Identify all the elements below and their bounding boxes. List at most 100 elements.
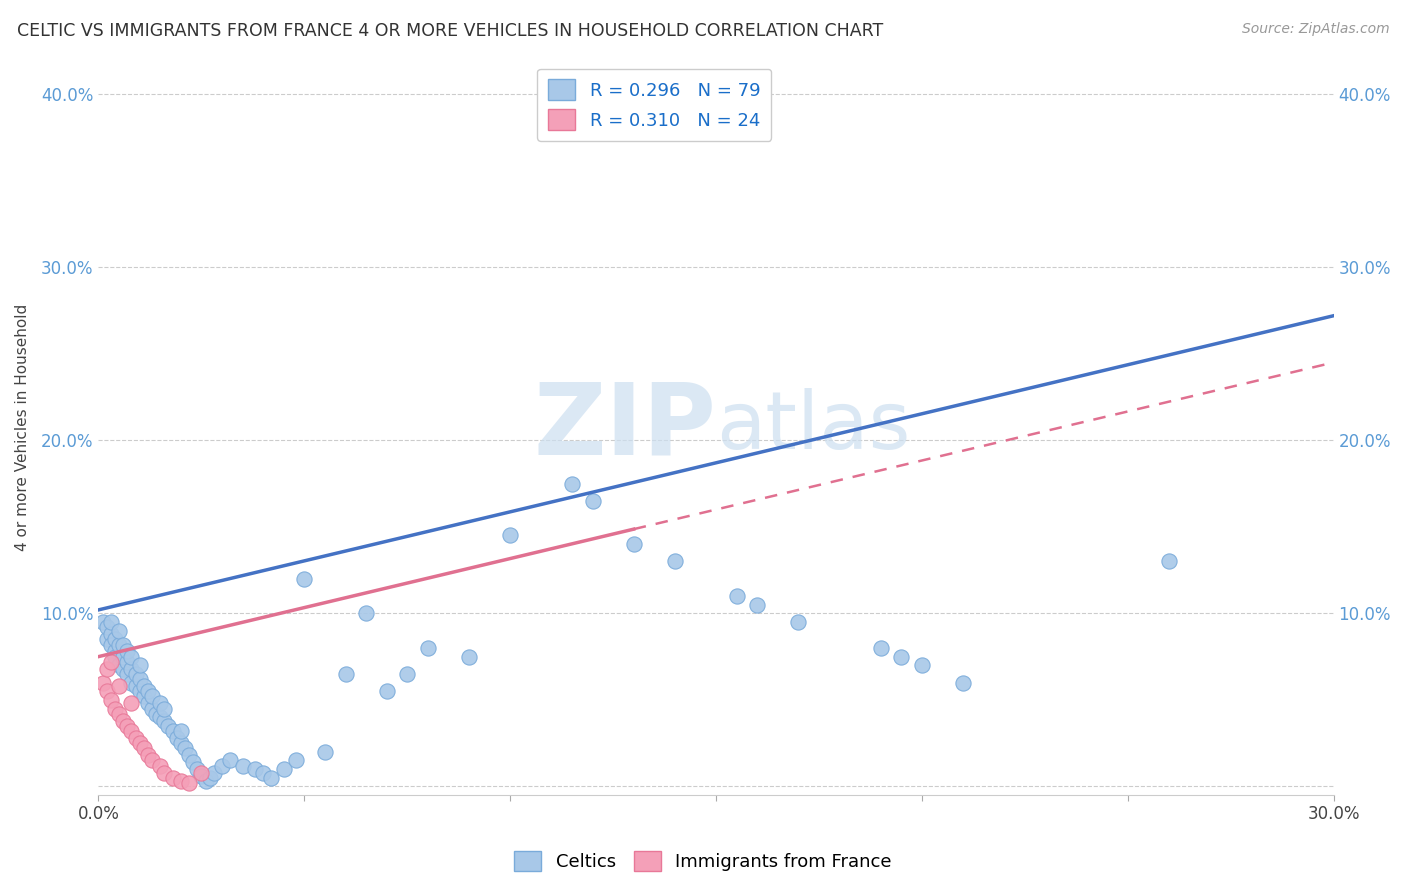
Point [396,667,419,681]
Point [128,672,150,686]
Point [104,649,127,664]
Point [117,655,139,669]
Point [177,748,200,763]
Point [787,615,810,629]
Point [499,528,522,542]
Point [128,684,150,698]
Point [108,624,131,638]
Point [141,690,163,704]
Point [100,627,122,641]
Point [112,649,135,664]
Point [108,638,131,652]
Point [128,736,150,750]
Point [664,554,686,568]
Point [117,667,139,681]
Point [96,684,118,698]
Point [120,662,142,676]
Point [869,640,891,655]
Point [91,675,114,690]
Point [747,598,769,612]
Point [112,714,135,728]
Text: CELTIC VS IMMIGRANTS FROM FRANCE 4 OR MORE VEHICLES IN HOUSEHOLD CORRELATION CHA: CELTIC VS IMMIGRANTS FROM FRANCE 4 OR MO… [17,22,883,40]
Point [623,121,645,136]
Point [112,662,135,676]
Point [725,589,748,603]
Point [100,655,122,669]
Point [581,494,603,508]
Point [177,776,200,790]
Point [354,607,377,621]
Point [561,476,583,491]
Point [91,615,114,629]
Point [104,644,127,658]
Point [232,758,254,772]
Point [141,701,163,715]
Y-axis label: 4 or more Vehicles in Household: 4 or more Vehicles in Household [15,303,30,551]
Point [153,701,176,715]
Point [141,754,163,768]
Point [285,754,308,768]
Point [108,706,131,721]
Point [136,748,159,763]
Text: Source: ZipAtlas.com: Source: ZipAtlas.com [1241,22,1389,37]
Point [260,771,283,785]
Point [623,537,645,551]
Point [335,667,357,681]
Point [157,719,180,733]
Point [132,690,155,704]
Point [170,736,193,750]
Point [100,638,122,652]
Point [252,765,274,780]
Point [112,638,135,652]
Point [375,684,398,698]
Point [104,701,127,715]
Point [136,697,159,711]
Point [120,675,142,690]
Point [458,649,481,664]
Point [149,758,172,772]
Point [120,649,142,664]
Point [292,572,315,586]
Point [170,724,193,739]
Point [124,667,146,681]
Point [314,745,336,759]
Point [117,719,139,733]
Point [194,774,217,789]
Point [104,632,127,647]
Point [202,765,225,780]
Point [190,769,212,783]
Text: ZIP: ZIP [533,379,716,475]
Point [219,754,242,768]
Point [174,741,197,756]
Text: atlas: atlas [716,388,911,467]
Point [120,697,142,711]
Point [96,632,118,647]
Point [136,684,159,698]
Point [166,731,188,745]
Point [132,679,155,693]
Point [181,755,204,769]
Point [120,724,142,739]
Point [170,774,193,789]
Point [96,620,118,634]
Point [153,765,176,780]
Point [243,762,266,776]
Legend: Celtics, Immigrants from France: Celtics, Immigrants from France [508,844,898,879]
Point [100,693,122,707]
Point [128,658,150,673]
Point [96,662,118,676]
Point [149,710,172,724]
Point [100,615,122,629]
Point [416,640,439,655]
Point [124,679,146,693]
Point [190,765,212,780]
Point [108,658,131,673]
Legend: R = 0.296   N = 79, R = 0.310   N = 24: R = 0.296 N = 79, R = 0.310 N = 24 [537,69,772,141]
Point [952,675,974,690]
Point [911,658,934,673]
Point [149,697,172,711]
Point [1157,554,1180,568]
Point [890,649,912,664]
Point [132,741,155,756]
Point [124,731,146,745]
